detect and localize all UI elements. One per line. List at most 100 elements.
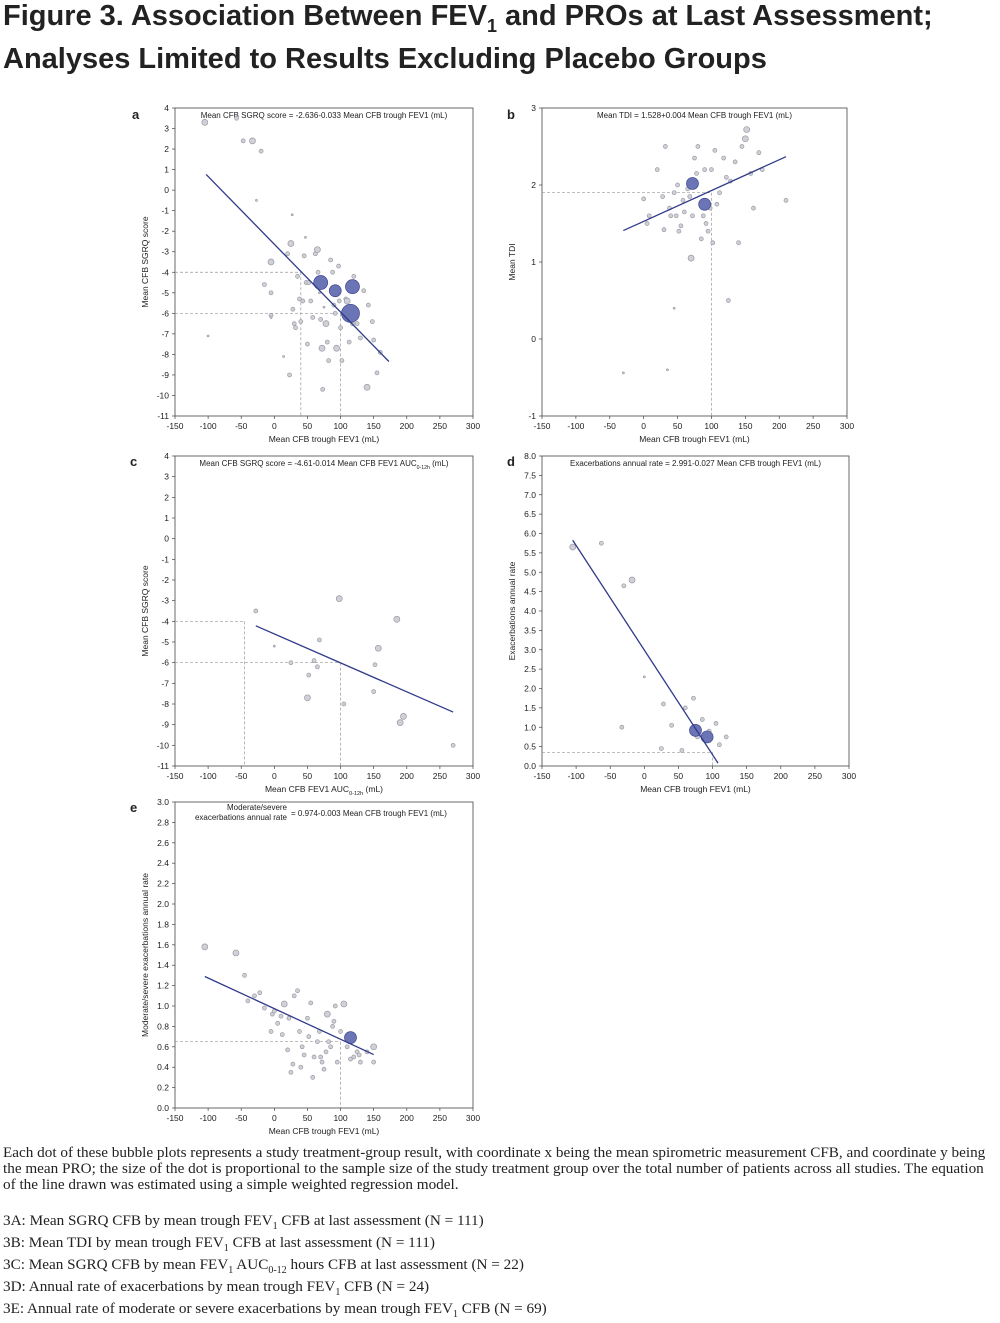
data-point [672, 306, 676, 310]
data-point [363, 383, 371, 391]
y-tick-label: -1 [161, 554, 169, 564]
data-point [663, 144, 668, 149]
panel-letter: a [132, 107, 140, 122]
data-point [331, 1018, 337, 1024]
data-point [268, 290, 274, 296]
data-point [252, 993, 257, 999]
data-point [717, 742, 722, 748]
y-tick-label: -1 [528, 411, 536, 421]
data-point [201, 943, 209, 951]
data-point [694, 171, 699, 176]
data-point [344, 1044, 350, 1050]
data-point [709, 167, 714, 172]
data-point [783, 198, 789, 203]
data-point [702, 167, 708, 172]
data-point [361, 288, 367, 294]
data-point [286, 1015, 292, 1021]
x-tick-label: 300 [466, 1113, 480, 1123]
data-point [317, 637, 322, 643]
y-tick-label: -4 [161, 616, 169, 626]
x-tick-label: 0 [641, 421, 646, 431]
data-point [287, 240, 295, 247]
y-axis-label: Moderate/severe exacerbations annual rat… [140, 873, 150, 1037]
data-point [267, 258, 275, 266]
x-tick-label: -50 [235, 771, 248, 781]
y-tick-label: 1.8 [157, 919, 169, 929]
data-point [330, 1024, 335, 1029]
y-tick-label: -8 [161, 349, 169, 359]
x-tick-label: 0 [272, 421, 277, 431]
title-part: and PROs at Last Assessment; Analyses Li… [3, 0, 933, 75]
data-point [297, 1029, 302, 1034]
x-tick-label: -100 [200, 1113, 217, 1123]
title-part: Figure 3. Association Between FEV [3, 0, 487, 32]
data-point [681, 209, 687, 215]
y-axis-label: Exacerbations annual rate [507, 561, 517, 660]
x-tick-label: -100 [567, 421, 584, 431]
data-point [285, 251, 290, 257]
data-point [322, 305, 326, 309]
x-tick-label: -150 [166, 771, 183, 781]
data-point [314, 246, 321, 254]
panel-letter: c [130, 454, 137, 469]
y-tick-label: 2 [164, 492, 169, 502]
y-tick-label: 1.5 [524, 703, 536, 713]
y-tick-label: 3 [164, 124, 169, 134]
x-tick-label: 100 [333, 421, 347, 431]
panel-letter: e [130, 800, 137, 815]
regression-equation: = 0.974-0.003 Mean CFB trough FEV1 (mL) [291, 809, 447, 818]
data-point [714, 201, 720, 207]
data-point [739, 144, 745, 149]
data-point [666, 368, 669, 372]
data-point [287, 372, 292, 378]
title-subscript: 1 [486, 15, 497, 36]
data-point [679, 748, 685, 753]
data-point [710, 240, 716, 246]
data-point [673, 213, 679, 219]
y-tick-label: 2.8 [157, 817, 169, 827]
y-tick-label: 0.2 [157, 1083, 169, 1093]
y-tick-label: -7 [161, 329, 169, 339]
data-point [691, 695, 696, 701]
x-tick-label: 0 [642, 771, 647, 781]
regression-equation-label: Moderate/severe [227, 803, 288, 812]
y-tick-label: 6.5 [524, 509, 536, 519]
data-point [756, 150, 762, 156]
x-tick-label: 250 [806, 421, 820, 431]
data-point [310, 315, 316, 320]
data-point [619, 724, 625, 730]
plot-frame [541, 455, 850, 767]
data-point [569, 543, 577, 551]
x-axis-label: Mean CFB FEV1 AUC0-12h (mL) [265, 784, 383, 797]
regression-line [205, 174, 390, 362]
plot-frame [174, 801, 474, 1109]
data-point [393, 615, 401, 623]
data-point [366, 302, 371, 308]
y-tick-label: -9 [161, 720, 169, 730]
y-tick-label: -3 [161, 596, 169, 606]
plot-frame [174, 107, 474, 417]
data-point [338, 325, 343, 331]
regression-line [623, 156, 787, 232]
y-tick-label: -4 [161, 267, 169, 277]
x-tick-label: 0 [272, 1113, 277, 1123]
note-3b: 3B: Mean TDI by mean trough FEV1 CFB at … [3, 1234, 435, 1255]
y-tick-label: 0 [531, 334, 536, 344]
data-point [290, 213, 294, 217]
data-point [297, 296, 302, 302]
data-point [371, 689, 377, 694]
data-point [348, 1056, 353, 1062]
data-point [262, 1005, 267, 1011]
y-tick-label: -5 [161, 288, 169, 298]
data-point [705, 228, 711, 234]
data-point [299, 1044, 305, 1050]
x-tick-label: 150 [367, 1113, 381, 1123]
y-tick-label: 0.0 [524, 761, 536, 771]
data-point [700, 730, 714, 744]
data-point [242, 973, 247, 978]
y-tick-label: 2 [531, 180, 536, 190]
x-axis-label: Mean CFB trough FEV1 (mL) [640, 784, 751, 794]
data-point [341, 303, 360, 323]
y-tick-label: -11 [157, 761, 169, 771]
y-tick-label: 2 [164, 144, 169, 154]
